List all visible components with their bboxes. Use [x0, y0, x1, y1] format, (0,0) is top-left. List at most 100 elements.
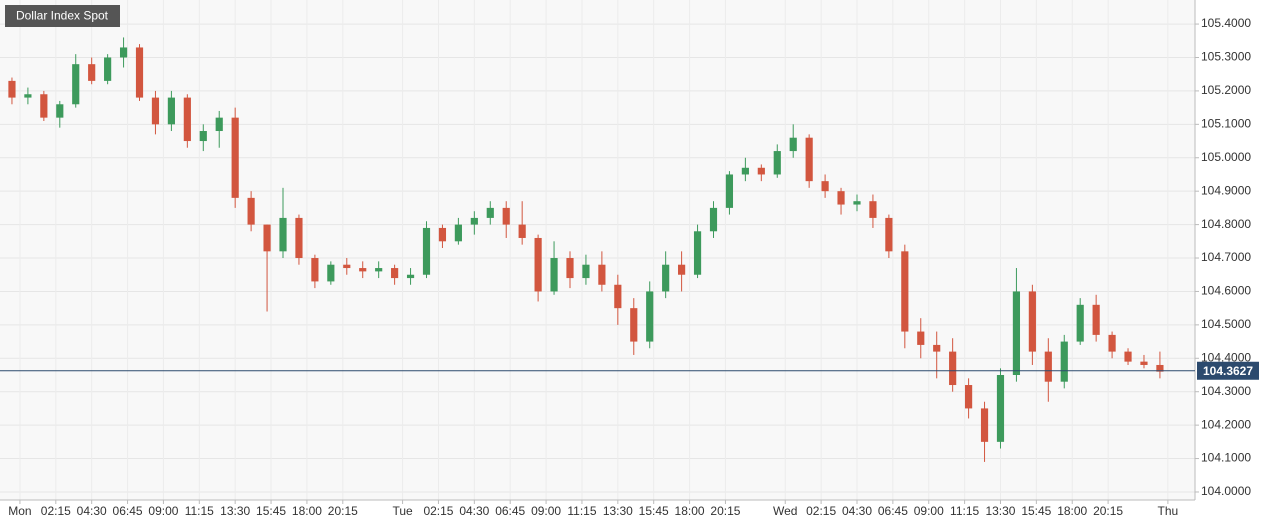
- x-tick-label: Tue: [392, 504, 413, 518]
- x-tick-label: 06:45: [878, 504, 908, 518]
- x-tick-label: 20:15: [1093, 504, 1123, 518]
- candle-body: [422, 227, 431, 275]
- candle-body: [470, 217, 478, 225]
- x-tick-label: 06:45: [495, 504, 525, 518]
- candle-body: [1092, 304, 1100, 335]
- candle-body: [40, 94, 48, 118]
- candle-body: [1044, 351, 1052, 382]
- candle-body: [1012, 291, 1021, 375]
- candle-body: [231, 117, 239, 198]
- candle-body: [279, 217, 287, 252]
- x-tick-label: 13:30: [220, 504, 250, 518]
- candle-body: [534, 237, 542, 292]
- candle-body: [1124, 351, 1132, 362]
- candle-body: [454, 224, 462, 242]
- candle-body: [1060, 341, 1068, 382]
- candle-body: [773, 151, 781, 175]
- candle-body: [104, 57, 112, 81]
- x-tick-label: 11:15: [950, 504, 979, 518]
- y-tick-label: 105.0000: [1201, 150, 1251, 164]
- candle-body: [391, 268, 399, 279]
- candle-body: [24, 94, 32, 98]
- candle-body: [709, 207, 718, 232]
- candle-body: [646, 291, 654, 342]
- candle-body: [965, 385, 973, 409]
- grid: [0, 0, 1195, 500]
- y-tick-label: 105.1000: [1201, 117, 1251, 131]
- y-tick-label: 104.4000: [1201, 350, 1251, 364]
- candle-body: [343, 264, 351, 269]
- candle-body: [311, 258, 319, 282]
- y-tick-label: 104.9000: [1201, 183, 1251, 197]
- candle-body: [119, 47, 128, 58]
- x-tick-label: 04:30: [77, 504, 107, 518]
- x-tick-label: 11:15: [185, 504, 214, 518]
- candle-body: [167, 97, 175, 125]
- y-tick-label: 104.1000: [1201, 451, 1251, 465]
- candle-body: [327, 264, 335, 282]
- candle-body: [215, 117, 223, 132]
- candle-body: [295, 217, 303, 259]
- candle-body: [789, 137, 797, 152]
- y-tick-label: 104.3000: [1201, 384, 1251, 398]
- candle-body: [837, 191, 845, 205]
- candle-body: [598, 264, 606, 285]
- candles: [8, 37, 1164, 462]
- x-tick-label: 20:15: [328, 504, 358, 518]
- candle-body: [56, 104, 64, 118]
- x-tick-label: 15:45: [639, 504, 669, 518]
- y-tick-label: 105.4000: [1201, 16, 1251, 30]
- candle-body: [757, 167, 765, 175]
- candle-body: [1076, 304, 1084, 342]
- candle-body: [725, 174, 734, 208]
- candle-body: [359, 268, 367, 272]
- candle-body: [247, 197, 255, 225]
- x-tick-label: 09:00: [914, 504, 944, 518]
- candle-body: [996, 375, 1005, 442]
- x-tick-label: 02:15: [806, 504, 836, 518]
- y-tick-label: 105.3000: [1201, 50, 1251, 64]
- candle-body: [805, 137, 813, 182]
- candle-body: [8, 80, 16, 98]
- candle-body: [406, 274, 415, 279]
- last-price-box: [1197, 361, 1259, 380]
- candle-body: [502, 207, 510, 225]
- candle-body: [263, 224, 271, 252]
- candle-body: [135, 47, 144, 98]
- y-tick-label: 105.2000: [1201, 83, 1251, 97]
- candle-body: [630, 308, 638, 342]
- x-tick-label: 15:45: [256, 504, 286, 518]
- x-tick-label: 09:00: [531, 504, 561, 518]
- candle-body: [72, 64, 80, 105]
- candle-body: [375, 268, 383, 272]
- candle-body: [917, 331, 925, 345]
- x-tick-label: 02:15: [41, 504, 71, 518]
- x-tick-label: Wed: [773, 504, 797, 518]
- candle-body: [869, 201, 877, 218]
- y-tick-label: 104.6000: [1201, 284, 1251, 298]
- candle-body: [1108, 334, 1116, 352]
- x-tick-label: Thu: [1158, 504, 1179, 518]
- x-tick-label: 09:00: [148, 504, 178, 518]
- candle-body: [980, 408, 989, 442]
- candle-body: [1140, 361, 1148, 365]
- x-tick-label: 13:30: [985, 504, 1015, 518]
- x-tick-label: 15:45: [1021, 504, 1051, 518]
- y-tick-label: 104.2000: [1201, 417, 1251, 431]
- y-tick-label: 104.5000: [1201, 317, 1251, 331]
- last-price-label: 104.3627: [1203, 364, 1253, 378]
- candle-body: [853, 201, 861, 205]
- candle-body: [582, 264, 590, 279]
- candle-body: [614, 284, 622, 309]
- candle-body: [662, 264, 670, 292]
- candle-body: [151, 97, 160, 125]
- x-tick-label: 18:00: [675, 504, 705, 518]
- x-tick-label: 20:15: [710, 504, 740, 518]
- x-tick-label: 06:45: [113, 504, 143, 518]
- candle-body: [678, 264, 686, 275]
- candle-body: [199, 131, 207, 142]
- candle-body: [183, 97, 191, 142]
- candle-body: [693, 231, 702, 275]
